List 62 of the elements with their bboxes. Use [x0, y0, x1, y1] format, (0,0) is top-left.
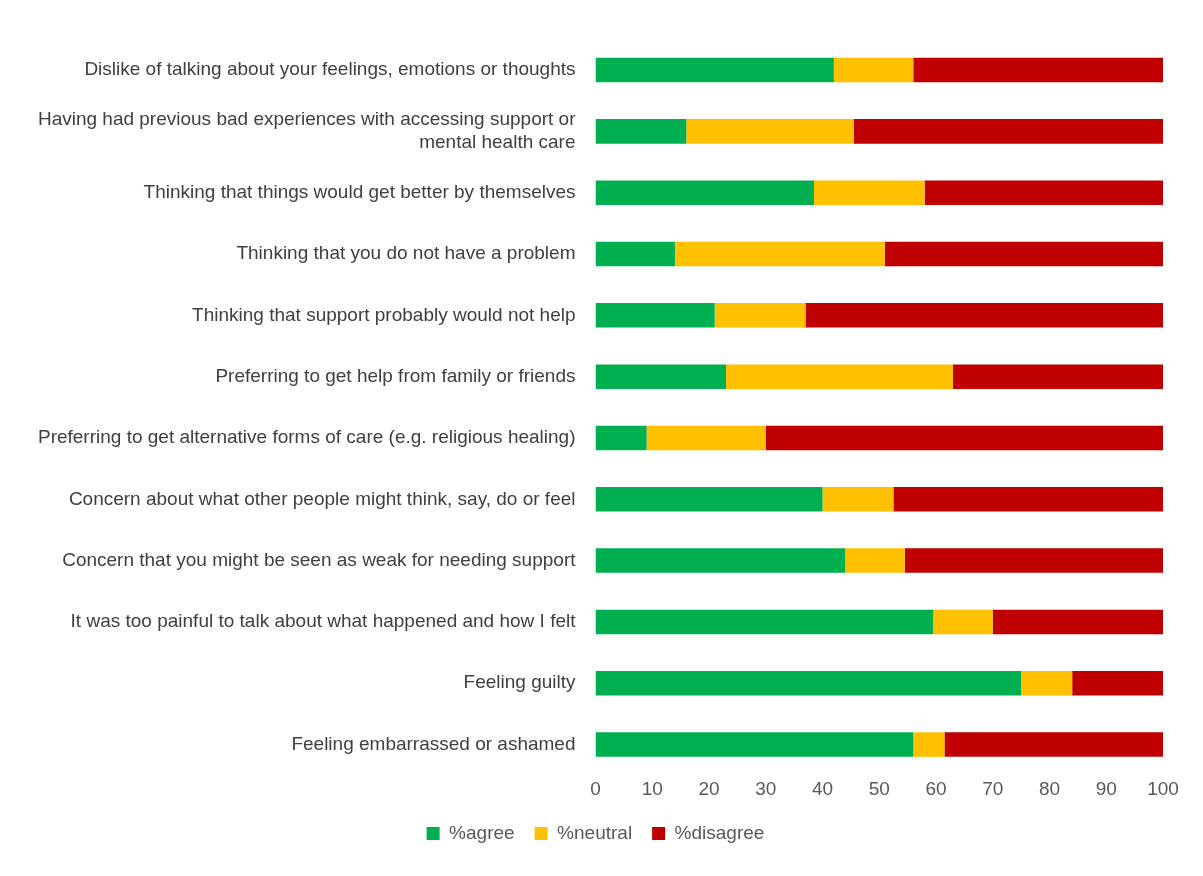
- y-tick-label: Thinking that you do not have a problem: [236, 242, 576, 264]
- x-tick-label: 20: [698, 777, 720, 799]
- bar: [595, 425, 647, 451]
- y-tick-label: Thinking that support probably would not help: [192, 303, 576, 325]
- bar: [845, 548, 905, 573]
- x-tick-label: 50: [868, 777, 890, 799]
- bar: [884, 241, 1163, 267]
- bar: [933, 609, 993, 635]
- x-tick-label: 40: [811, 777, 834, 799]
- x-tick-label: 100: [1147, 777, 1179, 799]
- bar: [893, 487, 1163, 512]
- bar: [805, 303, 1163, 328]
- bar: [595, 241, 675, 267]
- bar: [714, 303, 806, 328]
- bar: [595, 548, 846, 573]
- bar: [924, 180, 1163, 205]
- y-tick-label: Concern that you might be seen as weak for needing support: [62, 548, 577, 570]
- bar: [595, 57, 834, 83]
- x-tick-label: 90: [1095, 777, 1117, 799]
- x-tick-label: 60: [925, 777, 947, 799]
- bar: [595, 303, 715, 328]
- y-tick-label: Thinking that things would get better by themselves: [143, 180, 576, 202]
- bar: [595, 364, 727, 389]
- bar: [833, 57, 914, 83]
- legend-label: %agree: [449, 821, 515, 843]
- bar: [674, 241, 885, 267]
- bar: [595, 670, 1022, 696]
- y-tick-label: Having had previous bad experiences with accessing support or mental health care: [37, 108, 577, 153]
- y-tick-label: Preferring to get alternative forms of care (e.g. religious healing): [37, 426, 576, 448]
- bar: [992, 609, 1163, 635]
- bar: [822, 487, 894, 512]
- bar: [1021, 670, 1073, 696]
- bar: [765, 425, 1163, 451]
- y-tick-label: Concern about what other people might think, say, do or feel: [68, 487, 576, 509]
- legend-label: %disagree: [674, 821, 765, 843]
- bar: [904, 548, 1163, 573]
- y-tick-label: Feeling embarrassed or ashamed: [291, 732, 576, 754]
- bar: [595, 609, 934, 635]
- bar: [646, 425, 766, 451]
- bar: [944, 732, 1163, 757]
- x-tick-label: 70: [982, 777, 1004, 799]
- bar: [595, 180, 814, 205]
- bar: [595, 732, 914, 757]
- x-tick-label: 80: [1038, 777, 1061, 799]
- bar: [913, 732, 945, 757]
- bar: [726, 364, 954, 389]
- x-tick-label: 0: [590, 777, 601, 799]
- x-tick-label: 10: [641, 777, 663, 799]
- bar: [913, 57, 1163, 83]
- y-tick-label: It was too painful to talk about what happened and how I felt: [70, 610, 577, 632]
- bar: [853, 119, 1163, 144]
- bar: [686, 119, 854, 144]
- y-tick-label: Preferring to get help from family or friends: [215, 364, 576, 386]
- bar: [953, 364, 1163, 389]
- bar: [1072, 670, 1163, 696]
- y-tick-label: Feeling guilty: [463, 671, 576, 693]
- bar: [595, 119, 687, 144]
- bar: [813, 180, 925, 205]
- y-tick-label: Dislike of talking about your feelings, emotions or thoughts: [84, 58, 576, 80]
- legend-label: %neutral: [557, 821, 633, 843]
- x-tick-label: 30: [755, 777, 777, 799]
- bar: [595, 487, 823, 512]
